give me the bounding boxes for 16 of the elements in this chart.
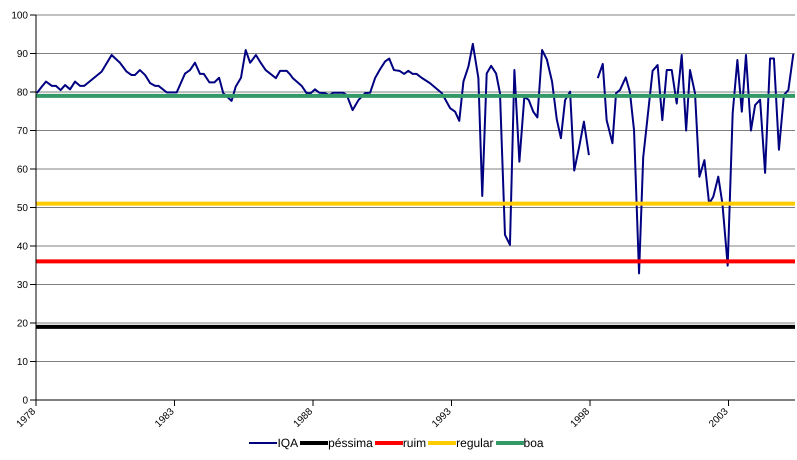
y-tick-label: 10 — [16, 357, 28, 368]
y-tick-label: 70 — [16, 126, 28, 138]
y-tick-label: 20 — [16, 318, 28, 330]
y-tick-label: 30 — [16, 280, 28, 292]
y-tick-label: 100 — [11, 10, 28, 22]
y-tick-label: 60 — [16, 164, 28, 176]
legend-label: boa — [524, 436, 544, 450]
legend-label: IQA — [277, 436, 298, 450]
y-tick-label: 50 — [16, 203, 28, 214]
y-tick-label: 90 — [16, 49, 28, 60]
y-tick-label: 40 — [16, 242, 28, 253]
legend-label: regular — [456, 436, 494, 450]
legend-label: péssima — [328, 436, 373, 450]
y-tick-label: 80 — [16, 88, 28, 99]
legend-label: ruim — [402, 436, 426, 450]
y-tick-label: 0 — [22, 396, 28, 407]
